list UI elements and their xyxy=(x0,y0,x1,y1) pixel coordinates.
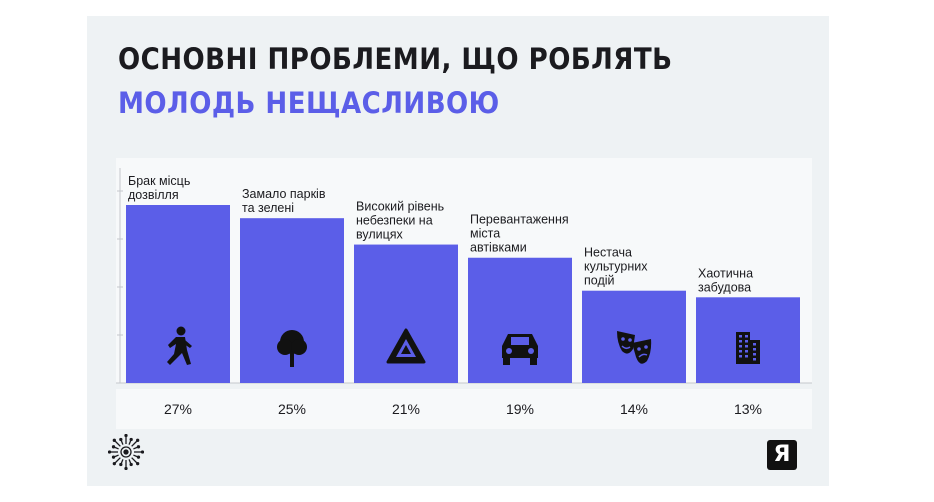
category-label-1: Брак місць дозвілля xyxy=(128,174,190,202)
warning-triangle-icon xyxy=(386,328,426,364)
bar-4 xyxy=(468,257,572,383)
title-line-1: ОСНОВНІ ПРОБЛЕМИ, ЩО РОБЛЯТЬ xyxy=(118,42,673,76)
title-line-2: МОЛОДЬ НЕЩАСЛИВОЮ xyxy=(118,86,500,120)
category-label-6: Хаотична забудова xyxy=(698,266,753,294)
value-band xyxy=(116,389,812,429)
value-label-6: 13% xyxy=(734,401,762,417)
value-label-5: 14% xyxy=(620,401,648,417)
category-label-3: Високий рівень небезпеки на вулицях xyxy=(356,200,444,242)
ya-logo: Я xyxy=(767,440,797,470)
building-icon xyxy=(736,332,760,364)
category-label-5: Нестача культурних подій xyxy=(584,246,648,288)
value-label-4: 19% xyxy=(506,401,534,417)
tree-icon xyxy=(277,330,307,367)
running-child-icon xyxy=(167,326,192,365)
value-label-1: 27% xyxy=(164,401,192,417)
value-label-2: 25% xyxy=(278,401,306,417)
value-label-3: 21% xyxy=(392,401,420,417)
sun-logo-icon xyxy=(108,434,144,470)
category-label-2: Замало парків та зелені xyxy=(242,187,326,215)
car-icon xyxy=(502,334,538,365)
category-label-4: Перевантаження міста автівками xyxy=(470,213,569,255)
theater-masks-icon xyxy=(617,331,652,364)
